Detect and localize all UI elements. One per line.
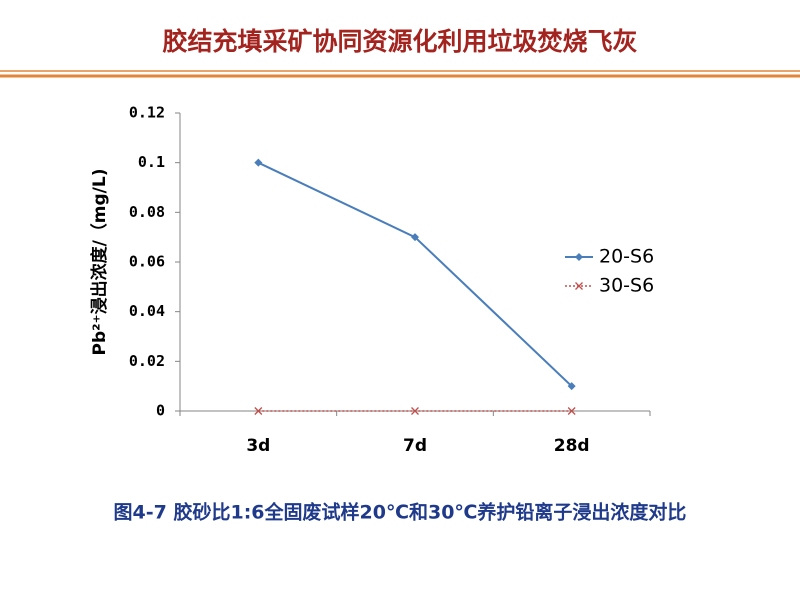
x-tick-label: 3d (246, 436, 270, 456)
series-line (257, 161, 573, 387)
y-tick-label: 0.06 (129, 253, 165, 271)
marker (254, 407, 263, 415)
y-tick-label: 0.1 (138, 153, 165, 171)
y-tick-label: 0.12 (129, 104, 165, 122)
x-tick-label: 28d (554, 436, 590, 456)
marker (567, 407, 576, 415)
y-tick-label: 0 (156, 402, 165, 420)
marker (575, 282, 583, 290)
marker (411, 233, 419, 242)
y-tick-label: 0.02 (129, 352, 165, 370)
marker (567, 382, 576, 391)
figure-caption: 图4-7 胶砂比1:6全固废试样20℃和30℃养护铅离子浸出浓度对比 (114, 501, 687, 524)
legend-label: 20-S6 (599, 246, 654, 268)
y-axis-label: Pb²⁺浸出浓度/（mg/L) (89, 169, 110, 356)
y-tick-label: 0.04 (129, 302, 165, 320)
slide-title: 胶结充填采矿协同资源化利用垃圾焚烧飞灰 (162, 27, 637, 56)
x-tick-label: 7d (403, 436, 427, 456)
legend-label: 30-S6 (599, 275, 654, 297)
marker (575, 253, 583, 261)
marker (411, 407, 419, 415)
marker (254, 158, 263, 167)
y-tick-label: 0.08 (129, 203, 165, 221)
